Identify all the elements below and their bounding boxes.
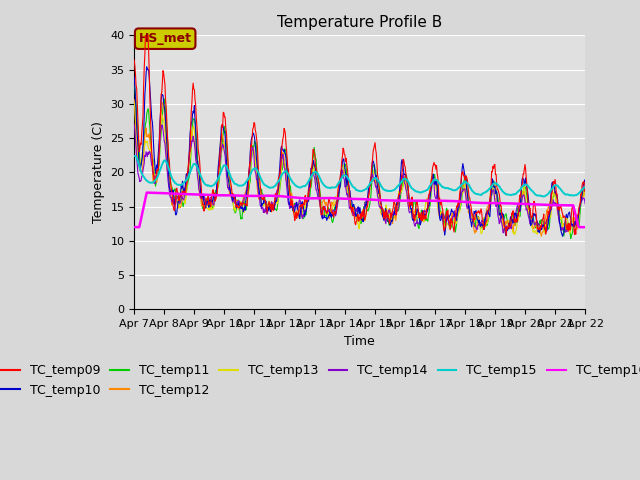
TC_temp14 <box>230 200 238 206</box>
TC_temp11 <box>414 222 422 228</box>
TC_temp12 <box>230 194 238 200</box>
TC_temp15 <box>540 193 547 199</box>
TC_temp09 <box>502 233 510 239</box>
TC_temp11 <box>230 208 238 214</box>
TC_temp12 <box>131 97 138 103</box>
TC_temp14 <box>581 201 589 207</box>
TC_temp09 <box>186 150 193 156</box>
TC_temp15 <box>255 171 263 177</box>
TC_temp10 <box>559 233 566 239</box>
TC_temp14 <box>427 189 435 194</box>
TC_temp12 <box>538 233 545 239</box>
TC_temp15 <box>581 184 589 190</box>
TC_temp13 <box>185 163 193 168</box>
Line: TC_temp09: TC_temp09 <box>134 23 585 236</box>
TC_temp09 <box>143 20 151 26</box>
TC_temp14 <box>131 121 138 127</box>
TC_temp11 <box>185 176 193 181</box>
TC_temp11 <box>255 175 262 180</box>
Line: TC_temp14: TC_temp14 <box>134 124 585 233</box>
TC_temp15 <box>186 171 193 177</box>
TC_temp10 <box>131 74 138 80</box>
TC_temp16 <box>415 198 422 204</box>
Y-axis label: Temperature (C): Temperature (C) <box>92 121 105 223</box>
TC_temp10 <box>428 180 435 186</box>
TC_temp13 <box>414 213 422 218</box>
Line: TC_temp10: TC_temp10 <box>134 67 585 236</box>
TC_temp12 <box>138 168 146 174</box>
TC_temp10 <box>581 177 589 182</box>
TC_temp09 <box>255 173 263 179</box>
Line: TC_temp13: TC_temp13 <box>134 103 585 235</box>
TC_temp16 <box>143 190 150 195</box>
TC_temp11 <box>138 152 146 157</box>
TC_temp14 <box>138 173 146 179</box>
TC_temp11 <box>567 236 575 241</box>
TC_temp10 <box>255 187 263 192</box>
TC_temp09 <box>131 57 138 63</box>
TC_temp16 <box>428 198 435 204</box>
TC_temp10 <box>143 64 150 70</box>
TC_temp14 <box>499 230 507 236</box>
TC_temp12 <box>427 177 435 182</box>
TC_temp15 <box>231 181 239 187</box>
TC_temp14 <box>414 220 422 226</box>
Title: Temperature Profile B: Temperature Profile B <box>277 15 442 30</box>
TC_temp15 <box>139 173 147 179</box>
Text: HS_met: HS_met <box>139 32 192 45</box>
TC_temp13 <box>255 180 262 185</box>
TC_temp10 <box>186 146 193 152</box>
TC_temp15 <box>415 189 422 195</box>
TC_temp11 <box>427 193 435 199</box>
TC_temp09 <box>415 207 422 213</box>
TC_temp15 <box>131 153 139 159</box>
TC_temp10 <box>415 209 422 215</box>
TC_temp16 <box>581 224 589 230</box>
TC_temp10 <box>231 193 239 199</box>
X-axis label: Time: Time <box>344 335 375 348</box>
TC_temp13 <box>511 232 519 238</box>
TC_temp16 <box>131 224 138 230</box>
TC_temp15 <box>428 180 435 186</box>
TC_temp13 <box>581 193 589 199</box>
TC_temp16 <box>186 192 193 197</box>
TC_temp09 <box>138 122 146 128</box>
TC_temp09 <box>581 189 589 194</box>
Line: TC_temp15: TC_temp15 <box>134 156 585 196</box>
TC_temp11 <box>131 82 138 88</box>
TC_temp12 <box>185 157 193 163</box>
TC_temp12 <box>414 210 422 216</box>
TC_temp15 <box>131 153 138 159</box>
TC_temp14 <box>255 189 262 195</box>
Line: TC_temp16: TC_temp16 <box>134 192 585 227</box>
TC_temp10 <box>138 154 146 160</box>
TC_temp16 <box>255 193 263 199</box>
TC_temp16 <box>231 192 239 198</box>
TC_temp13 <box>131 100 138 106</box>
TC_temp16 <box>138 210 146 216</box>
TC_temp13 <box>230 204 238 210</box>
TC_temp12 <box>581 189 589 194</box>
TC_temp13 <box>138 149 146 155</box>
TC_temp13 <box>427 190 435 196</box>
Legend: TC_temp09, TC_temp10, TC_temp11, TC_temp12, TC_temp13, TC_temp14, TC_temp15, TC_: TC_temp09, TC_temp10, TC_temp11, TC_temp… <box>0 360 640 402</box>
TC_temp09 <box>428 177 435 183</box>
TC_temp12 <box>255 192 262 198</box>
Line: TC_temp11: TC_temp11 <box>134 85 585 239</box>
TC_temp11 <box>581 184 589 190</box>
TC_temp09 <box>231 198 239 204</box>
TC_temp14 <box>185 159 193 165</box>
Line: TC_temp12: TC_temp12 <box>134 100 585 236</box>
